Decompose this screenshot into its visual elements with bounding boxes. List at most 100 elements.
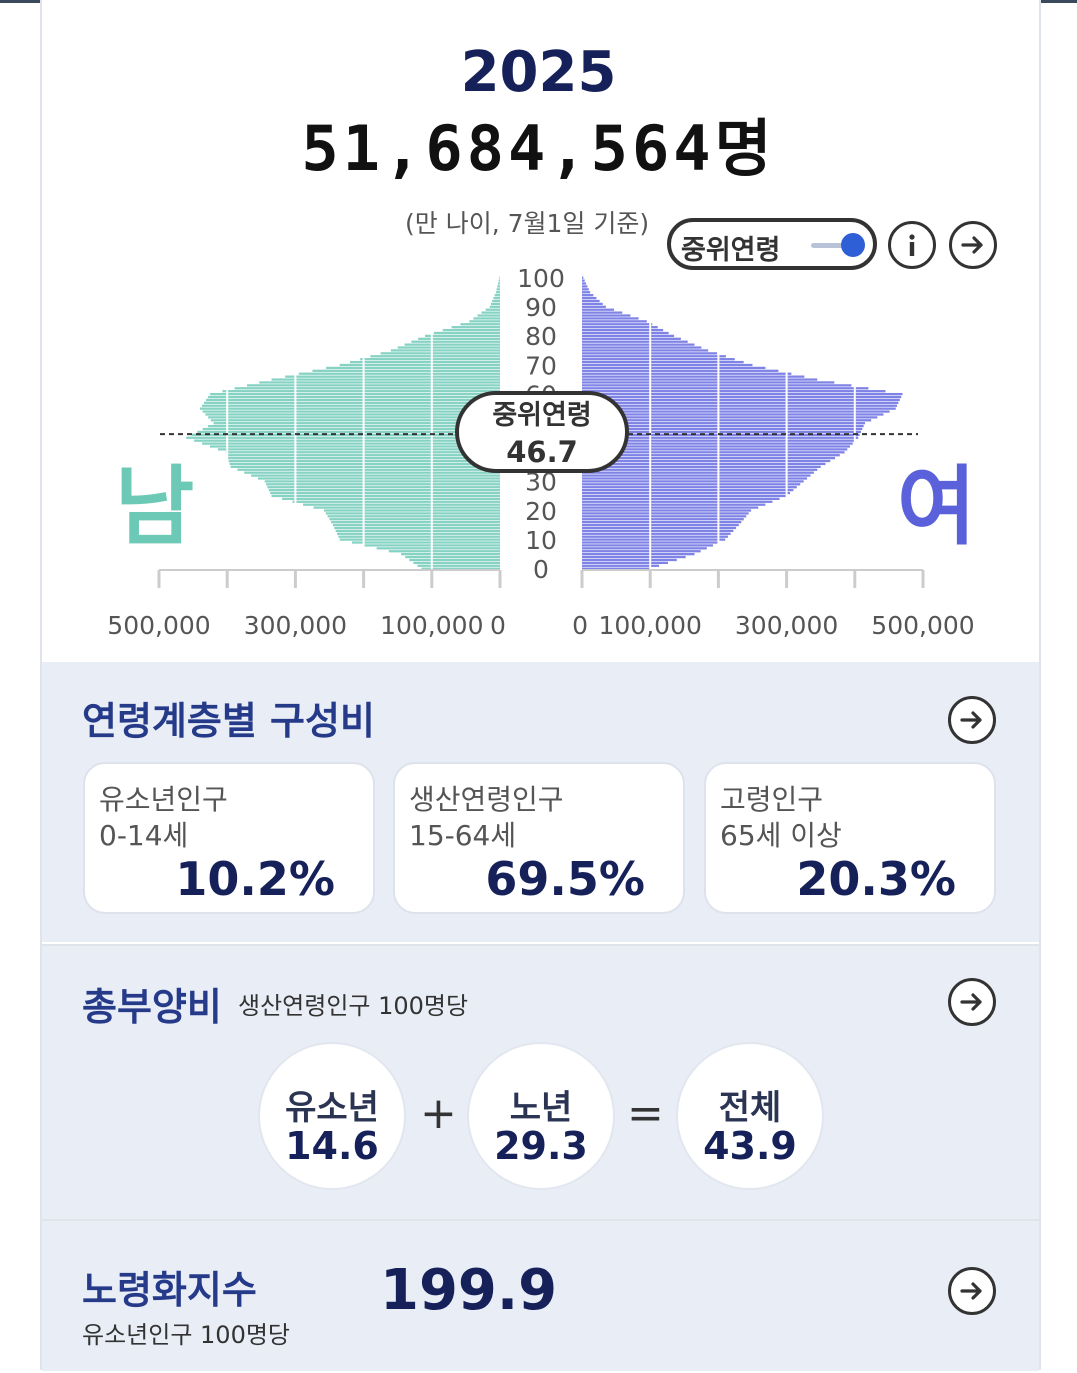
male-bar bbox=[498, 279, 500, 282]
dependency-more-button[interactable] bbox=[948, 978, 996, 1026]
male-bar bbox=[390, 349, 500, 352]
dependency-title: 총부양비 bbox=[82, 985, 222, 1029]
youth-population-card: 유소년인구 0-14세 10.2% bbox=[83, 762, 375, 914]
female-bar bbox=[582, 564, 660, 567]
male-bar bbox=[489, 305, 500, 308]
group-label: 생산연령인구 bbox=[409, 783, 564, 816]
median-age-badge-value: 46.7 bbox=[506, 435, 578, 469]
female-bar bbox=[582, 448, 848, 451]
female-bar bbox=[582, 299, 600, 303]
male-bar bbox=[499, 276, 500, 279]
total-dependency-circle: 전체 43.9 bbox=[676, 1042, 824, 1190]
female-bar bbox=[582, 430, 861, 434]
elderly-dependency-label: 노년 bbox=[509, 1088, 573, 1128]
male-bar bbox=[411, 340, 500, 343]
male-bar bbox=[490, 302, 500, 306]
x-tick-label: 500,000 bbox=[107, 611, 210, 640]
male-bar bbox=[312, 369, 500, 372]
dependency-subtitle: 생산연령인구 100명당 bbox=[238, 992, 469, 1020]
elderly-dependency-circle: 노년 29.3 bbox=[467, 1042, 615, 1190]
elderly-population-card: 고령인구 65세 이상 20.3% bbox=[704, 762, 996, 914]
female-bar bbox=[582, 456, 836, 460]
female-bar bbox=[582, 422, 866, 425]
female-bar bbox=[582, 381, 835, 384]
female-bar bbox=[582, 326, 658, 329]
female-bar bbox=[582, 506, 759, 509]
female-bar bbox=[582, 296, 597, 300]
working-age-population-card: 생산연령인구 15-64세 69.5% bbox=[393, 762, 685, 914]
age-composition-title: 연령계층별 구성비 bbox=[82, 699, 375, 743]
female-bar bbox=[582, 323, 653, 326]
female-bar bbox=[582, 294, 594, 297]
female-bar bbox=[582, 337, 681, 340]
female-bar bbox=[582, 553, 695, 556]
female-bar bbox=[582, 442, 853, 445]
male-bar bbox=[268, 488, 500, 492]
female-bar bbox=[582, 363, 753, 367]
x-tick-label: 0 bbox=[572, 611, 588, 640]
group-range: 0-14세 bbox=[99, 819, 189, 852]
male-bar bbox=[246, 384, 500, 387]
age-composition-more-button[interactable] bbox=[948, 696, 996, 744]
male-bar bbox=[334, 526, 500, 530]
female-bar bbox=[582, 526, 737, 530]
aging-index-subtitle: 유소년인구 100명당 bbox=[82, 1321, 290, 1349]
group-label: 유소년인구 bbox=[99, 783, 228, 816]
female-bar bbox=[582, 445, 851, 448]
toggle-knob bbox=[841, 233, 865, 257]
female-bar bbox=[582, 305, 606, 308]
male-bar bbox=[492, 299, 500, 303]
male-bar bbox=[267, 486, 500, 489]
toggle-track bbox=[811, 243, 845, 248]
info-button[interactable] bbox=[888, 221, 936, 269]
female-bar bbox=[582, 471, 814, 474]
male-bar bbox=[208, 416, 500, 419]
x-tick-label: 300,000 bbox=[244, 611, 347, 640]
male-label: 남 bbox=[115, 457, 195, 557]
female-bar bbox=[582, 480, 804, 483]
female-bar bbox=[582, 401, 899, 404]
median-age-badge-label: 중위연령 bbox=[492, 400, 591, 431]
male-bar bbox=[409, 558, 500, 562]
male-bar bbox=[380, 352, 500, 355]
female-bar bbox=[582, 477, 808, 480]
male-bar bbox=[266, 483, 500, 486]
aging-index-more-button[interactable] bbox=[948, 1267, 996, 1315]
male-bar bbox=[497, 285, 500, 288]
female-bar bbox=[582, 547, 707, 550]
female-bar bbox=[582, 512, 749, 515]
age-tick-label: 70 bbox=[525, 351, 557, 380]
male-bar bbox=[413, 561, 500, 565]
female-bar bbox=[582, 520, 742, 524]
total-population: 51,684,564명 bbox=[301, 112, 776, 185]
info-icon bbox=[909, 234, 915, 256]
median-age-toggle[interactable]: 중위연령 bbox=[667, 218, 877, 270]
female-bar bbox=[582, 276, 584, 279]
male-bar bbox=[404, 343, 500, 346]
female-bar bbox=[582, 355, 726, 358]
female-bar bbox=[582, 288, 589, 291]
female-bar bbox=[582, 392, 903, 396]
arrow-right-circle-icon bbox=[960, 993, 982, 1011]
male-bar bbox=[370, 355, 500, 358]
x-tick-label: 500,000 bbox=[871, 611, 974, 640]
age-tick-label: 10 bbox=[525, 526, 557, 555]
median-age-badge: 중위연령 46.7 bbox=[455, 391, 629, 473]
female-bar bbox=[582, 349, 709, 352]
male-bar bbox=[418, 337, 500, 340]
male-bar bbox=[244, 471, 500, 474]
female-bar bbox=[582, 279, 585, 282]
female-bar bbox=[582, 561, 668, 565]
male-bar bbox=[349, 360, 500, 364]
male-bar bbox=[495, 291, 500, 294]
female-bar bbox=[582, 360, 744, 364]
female-bars bbox=[582, 276, 903, 570]
male-bar bbox=[229, 462, 500, 466]
female-bar bbox=[582, 285, 588, 288]
male-bar bbox=[217, 448, 500, 451]
male-bar bbox=[388, 550, 500, 553]
female-bar bbox=[582, 491, 791, 495]
male-bar bbox=[202, 410, 500, 413]
pyramid-more-button[interactable] bbox=[949, 221, 997, 269]
female-bar bbox=[582, 555, 686, 559]
